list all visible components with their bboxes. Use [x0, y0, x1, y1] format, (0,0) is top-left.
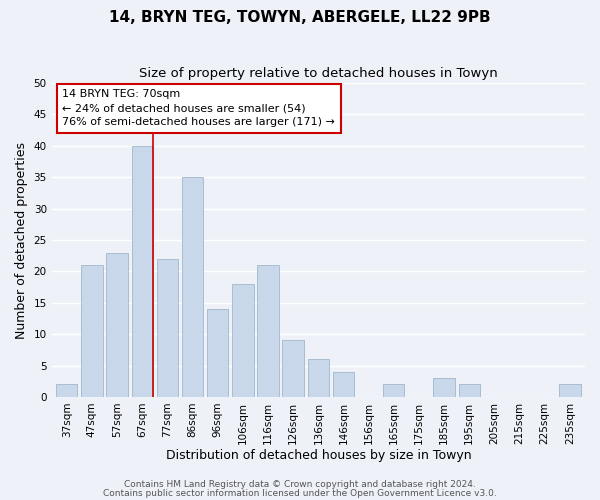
Bar	[559, 384, 581, 397]
Y-axis label: Number of detached properties: Number of detached properties	[15, 142, 28, 338]
Bar	[131, 146, 153, 397]
Text: Contains public sector information licensed under the Open Government Licence v3: Contains public sector information licen…	[103, 488, 497, 498]
Text: 14 BRYN TEG: 70sqm
← 24% of detached houses are smaller (54)
76% of semi-detache: 14 BRYN TEG: 70sqm ← 24% of detached hou…	[62, 90, 335, 128]
Bar	[383, 384, 404, 397]
Bar	[81, 265, 103, 397]
Title: Size of property relative to detached houses in Towyn: Size of property relative to detached ho…	[139, 68, 498, 80]
Bar	[257, 265, 279, 397]
Bar	[56, 384, 77, 397]
Bar	[433, 378, 455, 397]
Bar	[232, 284, 254, 397]
Bar	[207, 309, 229, 397]
Bar	[157, 259, 178, 397]
Bar	[106, 252, 128, 397]
Bar	[182, 177, 203, 397]
Bar	[308, 360, 329, 397]
Text: Contains HM Land Registry data © Crown copyright and database right 2024.: Contains HM Land Registry data © Crown c…	[124, 480, 476, 489]
Bar	[333, 372, 354, 397]
X-axis label: Distribution of detached houses by size in Towyn: Distribution of detached houses by size …	[166, 450, 471, 462]
Text: 14, BRYN TEG, TOWYN, ABERGELE, LL22 9PB: 14, BRYN TEG, TOWYN, ABERGELE, LL22 9PB	[109, 10, 491, 25]
Bar	[283, 340, 304, 397]
Bar	[458, 384, 480, 397]
